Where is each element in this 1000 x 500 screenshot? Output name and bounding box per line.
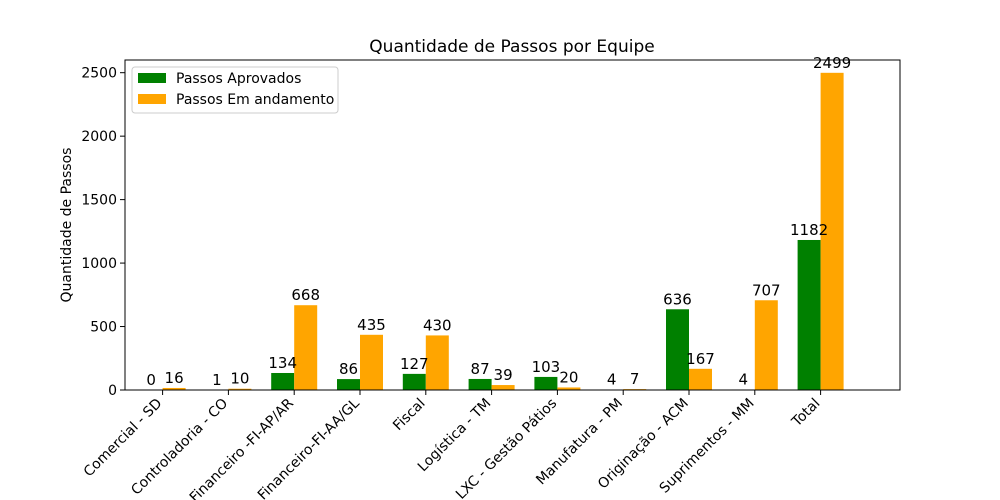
data-label: 636	[663, 290, 692, 308]
bar-em-andamento	[162, 387, 186, 390]
y-tick-label: 2500	[81, 66, 117, 82]
bar-aprovados	[402, 373, 426, 390]
data-label: 103	[532, 358, 561, 376]
legend-swatch	[138, 94, 166, 104]
data-label: 1	[212, 371, 222, 389]
data-labels-layer: 0 1 134 86 127 87 103 4 636 4 1182 16 10 668 435 430 39 2…	[146, 54, 851, 389]
legend: Passos Aprovados Passos Em andamento	[131, 66, 339, 114]
legend-swatch	[138, 73, 166, 83]
data-label: 0	[146, 371, 156, 389]
y-tick-label: 0	[108, 383, 117, 399]
chart-title: Quantidade de Passos por Equipe	[369, 37, 654, 57]
x-tick-label: Total	[788, 396, 823, 431]
bar-em-andamento	[820, 72, 844, 391]
y-tick-label: 1500	[81, 193, 117, 209]
bars-layer	[162, 72, 844, 391]
data-label: 20	[559, 368, 578, 386]
data-label: 87	[471, 360, 490, 378]
legend-label: Passos Aprovados	[176, 71, 301, 87]
bar-em-andamento	[754, 300, 778, 390]
data-label: 167	[686, 350, 715, 368]
data-label: 2499	[813, 54, 851, 72]
bar-em-andamento	[689, 368, 712, 390]
data-label: 430	[423, 316, 452, 334]
data-label: 1182	[790, 221, 828, 239]
bar-aprovados	[797, 239, 821, 390]
data-label: 127	[400, 355, 429, 373]
data-label: 134	[268, 354, 297, 372]
legend-label: Passos Em andamento	[176, 92, 334, 108]
bar-em-andamento	[228, 388, 252, 390]
legend-box	[131, 66, 339, 114]
y-axis: 0 500 1000 1500 2000 2500	[81, 66, 125, 399]
data-label: 86	[339, 360, 358, 378]
bar-aprovados	[337, 379, 360, 390]
y-tick-label: 500	[90, 320, 117, 336]
data-label: 707	[752, 281, 781, 299]
data-label: 10	[230, 370, 249, 388]
data-label: 435	[357, 316, 386, 334]
bar-em-andamento	[360, 334, 383, 390]
bar-em-andamento	[425, 335, 449, 390]
bar-em-andamento	[294, 305, 318, 390]
data-label: 4	[607, 370, 617, 388]
bar-em-andamento	[557, 387, 581, 390]
data-label: 39	[494, 366, 513, 384]
bar-aprovados	[468, 378, 492, 390]
y-axis-title: Quantidade de Passos	[59, 148, 75, 303]
x-tick-label: Fiscal	[390, 396, 428, 434]
data-label: 668	[291, 286, 320, 304]
bar-aprovados	[271, 372, 295, 390]
bar-aprovados	[534, 376, 558, 390]
y-tick-label: 1000	[81, 256, 117, 272]
y-tick-label: 2000	[81, 129, 117, 145]
data-label: 16	[165, 369, 184, 387]
bar-aprovados	[666, 309, 689, 390]
data-label: 4	[739, 370, 749, 388]
plot-area-frame	[124, 59, 901, 391]
data-label: 7	[630, 370, 640, 388]
bar-em-andamento	[491, 385, 515, 390]
